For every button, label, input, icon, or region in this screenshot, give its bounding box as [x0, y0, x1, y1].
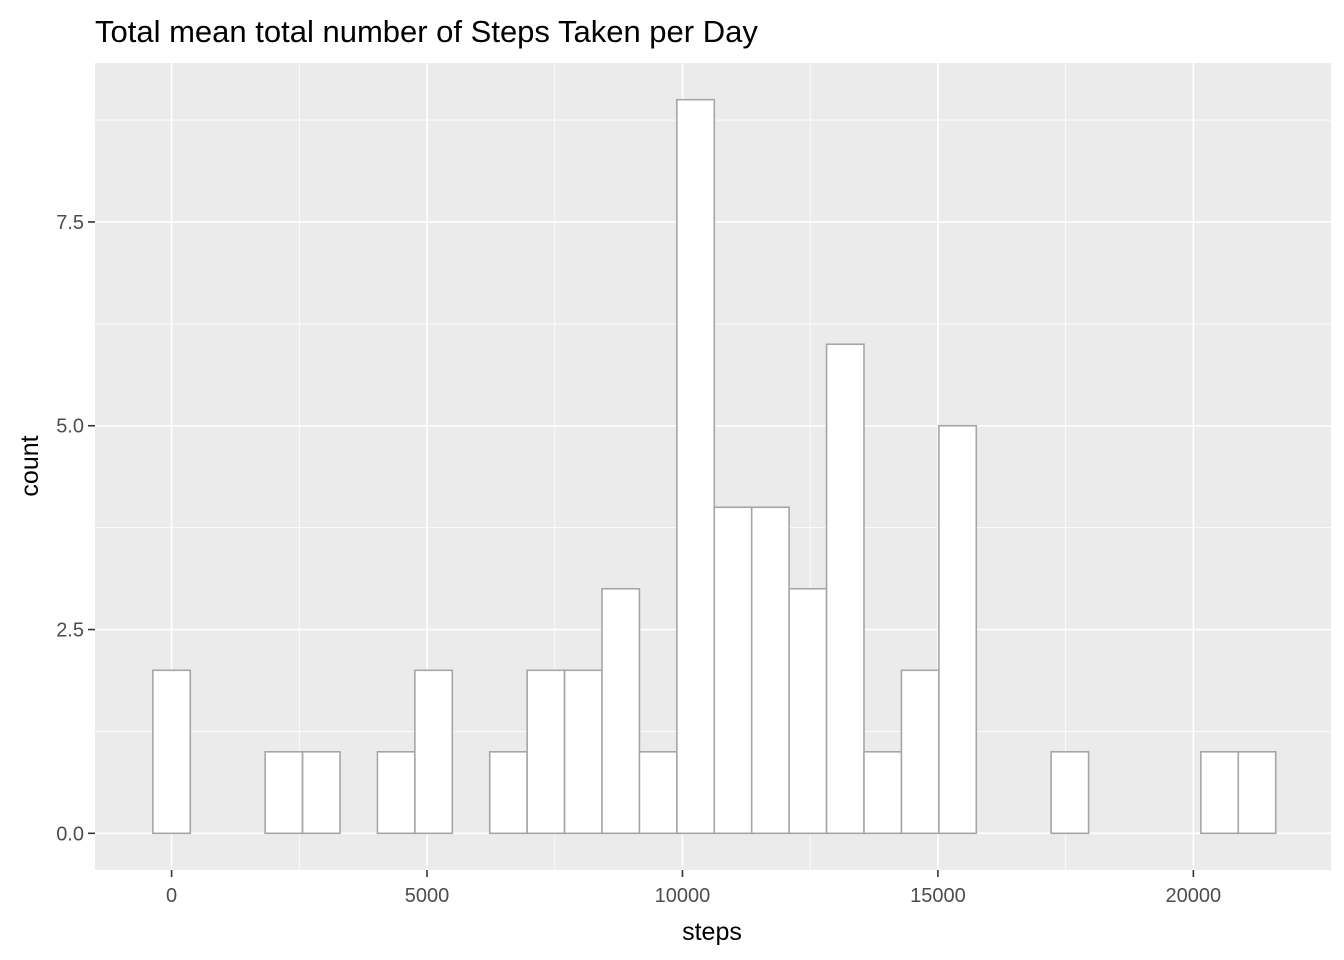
histogram-bar: [788, 587, 828, 835]
histogram-bar: [1237, 751, 1277, 835]
histogram-bar: [563, 669, 603, 835]
histogram-bar: [1200, 751, 1240, 835]
histogram-bar: [676, 98, 716, 835]
y-tick-label: 2.5: [56, 620, 84, 642]
histogram-bar: [301, 751, 341, 835]
histogram-bar: [638, 751, 678, 835]
histogram-bar: [863, 751, 903, 835]
histogram-bar: [900, 669, 940, 835]
x-tick-label: 0: [166, 885, 177, 907]
histogram-bar: [376, 751, 416, 835]
histogram-bar: [750, 506, 790, 835]
y-tick-label: 5.0: [56, 416, 84, 438]
histogram-bar: [526, 669, 566, 835]
histogram-bars: [152, 98, 1277, 835]
histogram-bar: [488, 751, 528, 835]
chart-title: Total mean total number of Steps Taken p…: [95, 14, 758, 49]
histogram-bar: [414, 669, 454, 835]
histogram-bar: [601, 587, 641, 835]
x-tick-label: 15000: [910, 885, 966, 907]
y-tick-label: 7.5: [56, 212, 84, 234]
histogram-bar: [152, 669, 192, 835]
x-tick-label: 5000: [405, 885, 450, 907]
histogram-bar: [1050, 751, 1090, 835]
x-tick-label: 20000: [1166, 885, 1222, 907]
y-axis-title: count: [16, 435, 44, 496]
x-axis-title: steps: [682, 918, 742, 946]
histogram-bar: [713, 506, 753, 835]
x-axis: 0 5000 10000 15000 20000: [166, 870, 1221, 907]
x-tick-label: 10000: [655, 885, 711, 907]
histogram-bar: [825, 343, 865, 835]
histogram-bar: [938, 424, 978, 835]
histogram-bar: [264, 751, 304, 835]
y-tick-label: 0.0: [56, 823, 84, 845]
y-axis: 0.0 2.5 5.0 7.5: [56, 212, 95, 845]
